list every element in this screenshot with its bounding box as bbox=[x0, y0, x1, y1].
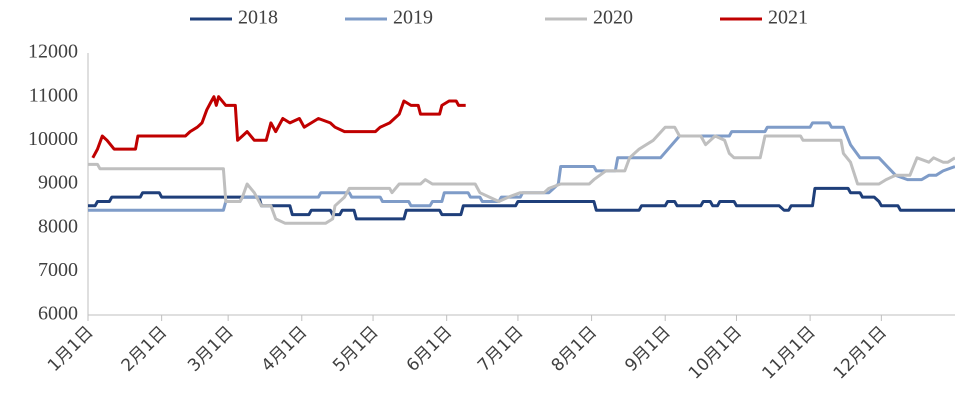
legend-label: 2021 bbox=[768, 7, 808, 29]
legend-label: 2020 bbox=[593, 7, 633, 29]
x-tick-label: 4月1日 bbox=[258, 322, 311, 375]
y-tick-label: 11000 bbox=[29, 84, 78, 106]
y-tick-label: 9000 bbox=[38, 172, 78, 194]
x-tick-label: 10月1日 bbox=[685, 322, 746, 383]
y-tick-label: 6000 bbox=[38, 303, 78, 325]
x-tick-label: 9月1日 bbox=[621, 322, 674, 375]
y-tick-label: 7000 bbox=[38, 259, 78, 281]
x-tick-label: 11月1日 bbox=[759, 322, 820, 383]
y-tick-label: 10000 bbox=[28, 128, 78, 150]
x-tick-label: 1月1日 bbox=[44, 322, 97, 375]
legend-label: 2019 bbox=[393, 7, 433, 29]
x-tick-label: 12月1日 bbox=[830, 322, 891, 383]
x-tick-label: 8月1日 bbox=[548, 322, 601, 375]
y-tick-label: 8000 bbox=[38, 215, 78, 237]
y-tick-label: 12000 bbox=[28, 41, 78, 63]
x-tick-label: 6月1日 bbox=[403, 322, 456, 375]
x-tick-label: 2月1日 bbox=[118, 322, 171, 375]
x-tick-label: 3月1日 bbox=[184, 322, 237, 375]
x-tick-label: 5月1日 bbox=[329, 322, 382, 375]
legend-label: 2018 bbox=[238, 7, 278, 29]
series-line bbox=[91, 95, 466, 159]
x-tick-label: 7月1日 bbox=[474, 322, 527, 375]
series-line bbox=[88, 125, 955, 225]
